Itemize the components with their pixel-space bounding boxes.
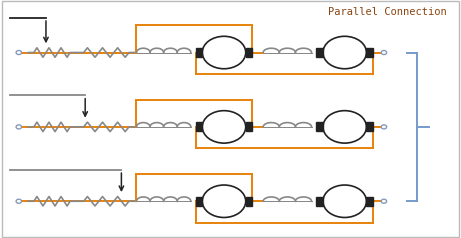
Bar xyxy=(366,48,373,57)
Bar xyxy=(366,197,373,206)
Circle shape xyxy=(381,125,387,129)
Bar xyxy=(246,48,252,57)
Circle shape xyxy=(323,111,366,143)
Bar xyxy=(246,122,252,131)
Bar xyxy=(195,122,202,131)
Circle shape xyxy=(381,50,387,55)
Circle shape xyxy=(202,111,246,143)
Text: Parallel Connection: Parallel Connection xyxy=(328,7,446,17)
Circle shape xyxy=(381,199,387,203)
Circle shape xyxy=(16,125,22,129)
Bar xyxy=(316,122,323,131)
Bar xyxy=(366,122,373,131)
Bar xyxy=(316,197,323,206)
Bar xyxy=(316,48,323,57)
Circle shape xyxy=(323,36,366,69)
Bar xyxy=(246,197,252,206)
Circle shape xyxy=(202,185,246,218)
Circle shape xyxy=(16,50,22,55)
Circle shape xyxy=(323,185,366,218)
Bar xyxy=(195,197,202,206)
Circle shape xyxy=(202,36,246,69)
Circle shape xyxy=(16,199,22,203)
Bar xyxy=(195,48,202,57)
